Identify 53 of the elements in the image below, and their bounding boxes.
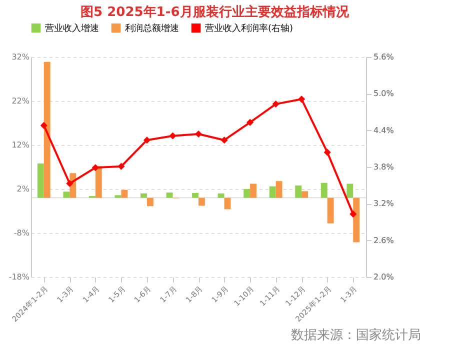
bar [198, 198, 205, 206]
bar [295, 185, 302, 198]
point [298, 96, 306, 103]
bar [244, 189, 250, 198]
y-tick-label: -8% [14, 228, 30, 238]
point [92, 164, 99, 172]
y2-tick-label: 4.4% [374, 126, 394, 135]
bar [140, 193, 147, 198]
y-tick-label: -18% [8, 272, 30, 282]
point [40, 122, 48, 129]
point [246, 118, 254, 126]
y2-tick-label: 5.0% [374, 89, 394, 98]
point [169, 132, 176, 140]
bar [95, 166, 102, 198]
y-tick-label: 2% [16, 184, 30, 194]
bar [146, 198, 154, 206]
y2-tick-label: 3.8% [374, 162, 394, 172]
bar [192, 192, 198, 198]
y2-tick-label: 3.2% [374, 199, 394, 208]
bar [302, 191, 308, 198]
bar [320, 182, 328, 198]
y2-tick-label: 5.6% [374, 52, 394, 62]
bar [327, 198, 334, 224]
legend-label: 营业收入增速 [45, 23, 99, 34]
y2-tick-label: 2.0% [374, 272, 394, 282]
y2-tick-label: 2.6% [374, 236, 394, 245]
point [118, 162, 125, 170]
chart-title: 图5 2025年1-6月服装行业主要效益指标情况 [80, 4, 350, 20]
point [324, 148, 331, 156]
bar [63, 192, 70, 198]
point [66, 180, 74, 188]
bar [166, 192, 173, 198]
bar [346, 184, 354, 198]
bar [44, 62, 50, 198]
source-note: 数据来源：国家统计局 [291, 327, 421, 343]
legend-label: 利润总额增速 [125, 23, 179, 34]
bar [353, 198, 360, 242]
y-tick-label: 12% [12, 140, 30, 150]
y-tick-label: 22% [12, 96, 30, 106]
legend-label: 营业收入利润率(右轴) [205, 23, 294, 34]
bar [218, 193, 224, 198]
bar [121, 190, 128, 198]
point [272, 100, 280, 108]
bar [250, 184, 256, 198]
bar [269, 186, 276, 198]
bar [276, 181, 282, 198]
bar [114, 195, 122, 198]
y-tick-label: 32% [12, 52, 30, 62]
point [143, 136, 150, 144]
point [194, 130, 202, 138]
point [220, 136, 228, 144]
bar [37, 163, 44, 198]
point [350, 210, 357, 218]
